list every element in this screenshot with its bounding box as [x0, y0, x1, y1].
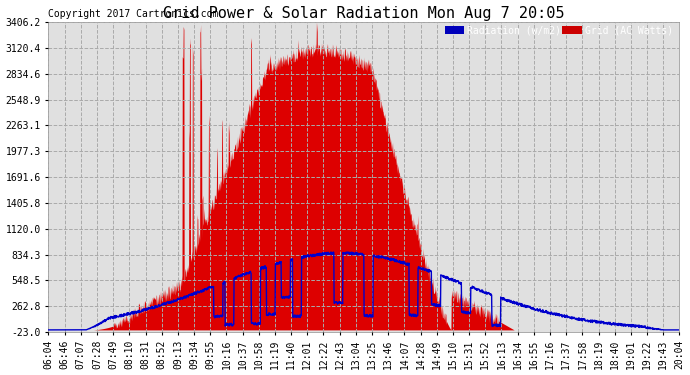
Legend: Radiation (w/m2), Grid (AC Watts): Radiation (w/m2), Grid (AC Watts): [443, 24, 675, 38]
Text: Copyright 2017 Cartronics.com: Copyright 2017 Cartronics.com: [48, 9, 219, 19]
Title: Grid Power & Solar Radiation Mon Aug 7 20:05: Grid Power & Solar Radiation Mon Aug 7 2…: [164, 6, 564, 21]
